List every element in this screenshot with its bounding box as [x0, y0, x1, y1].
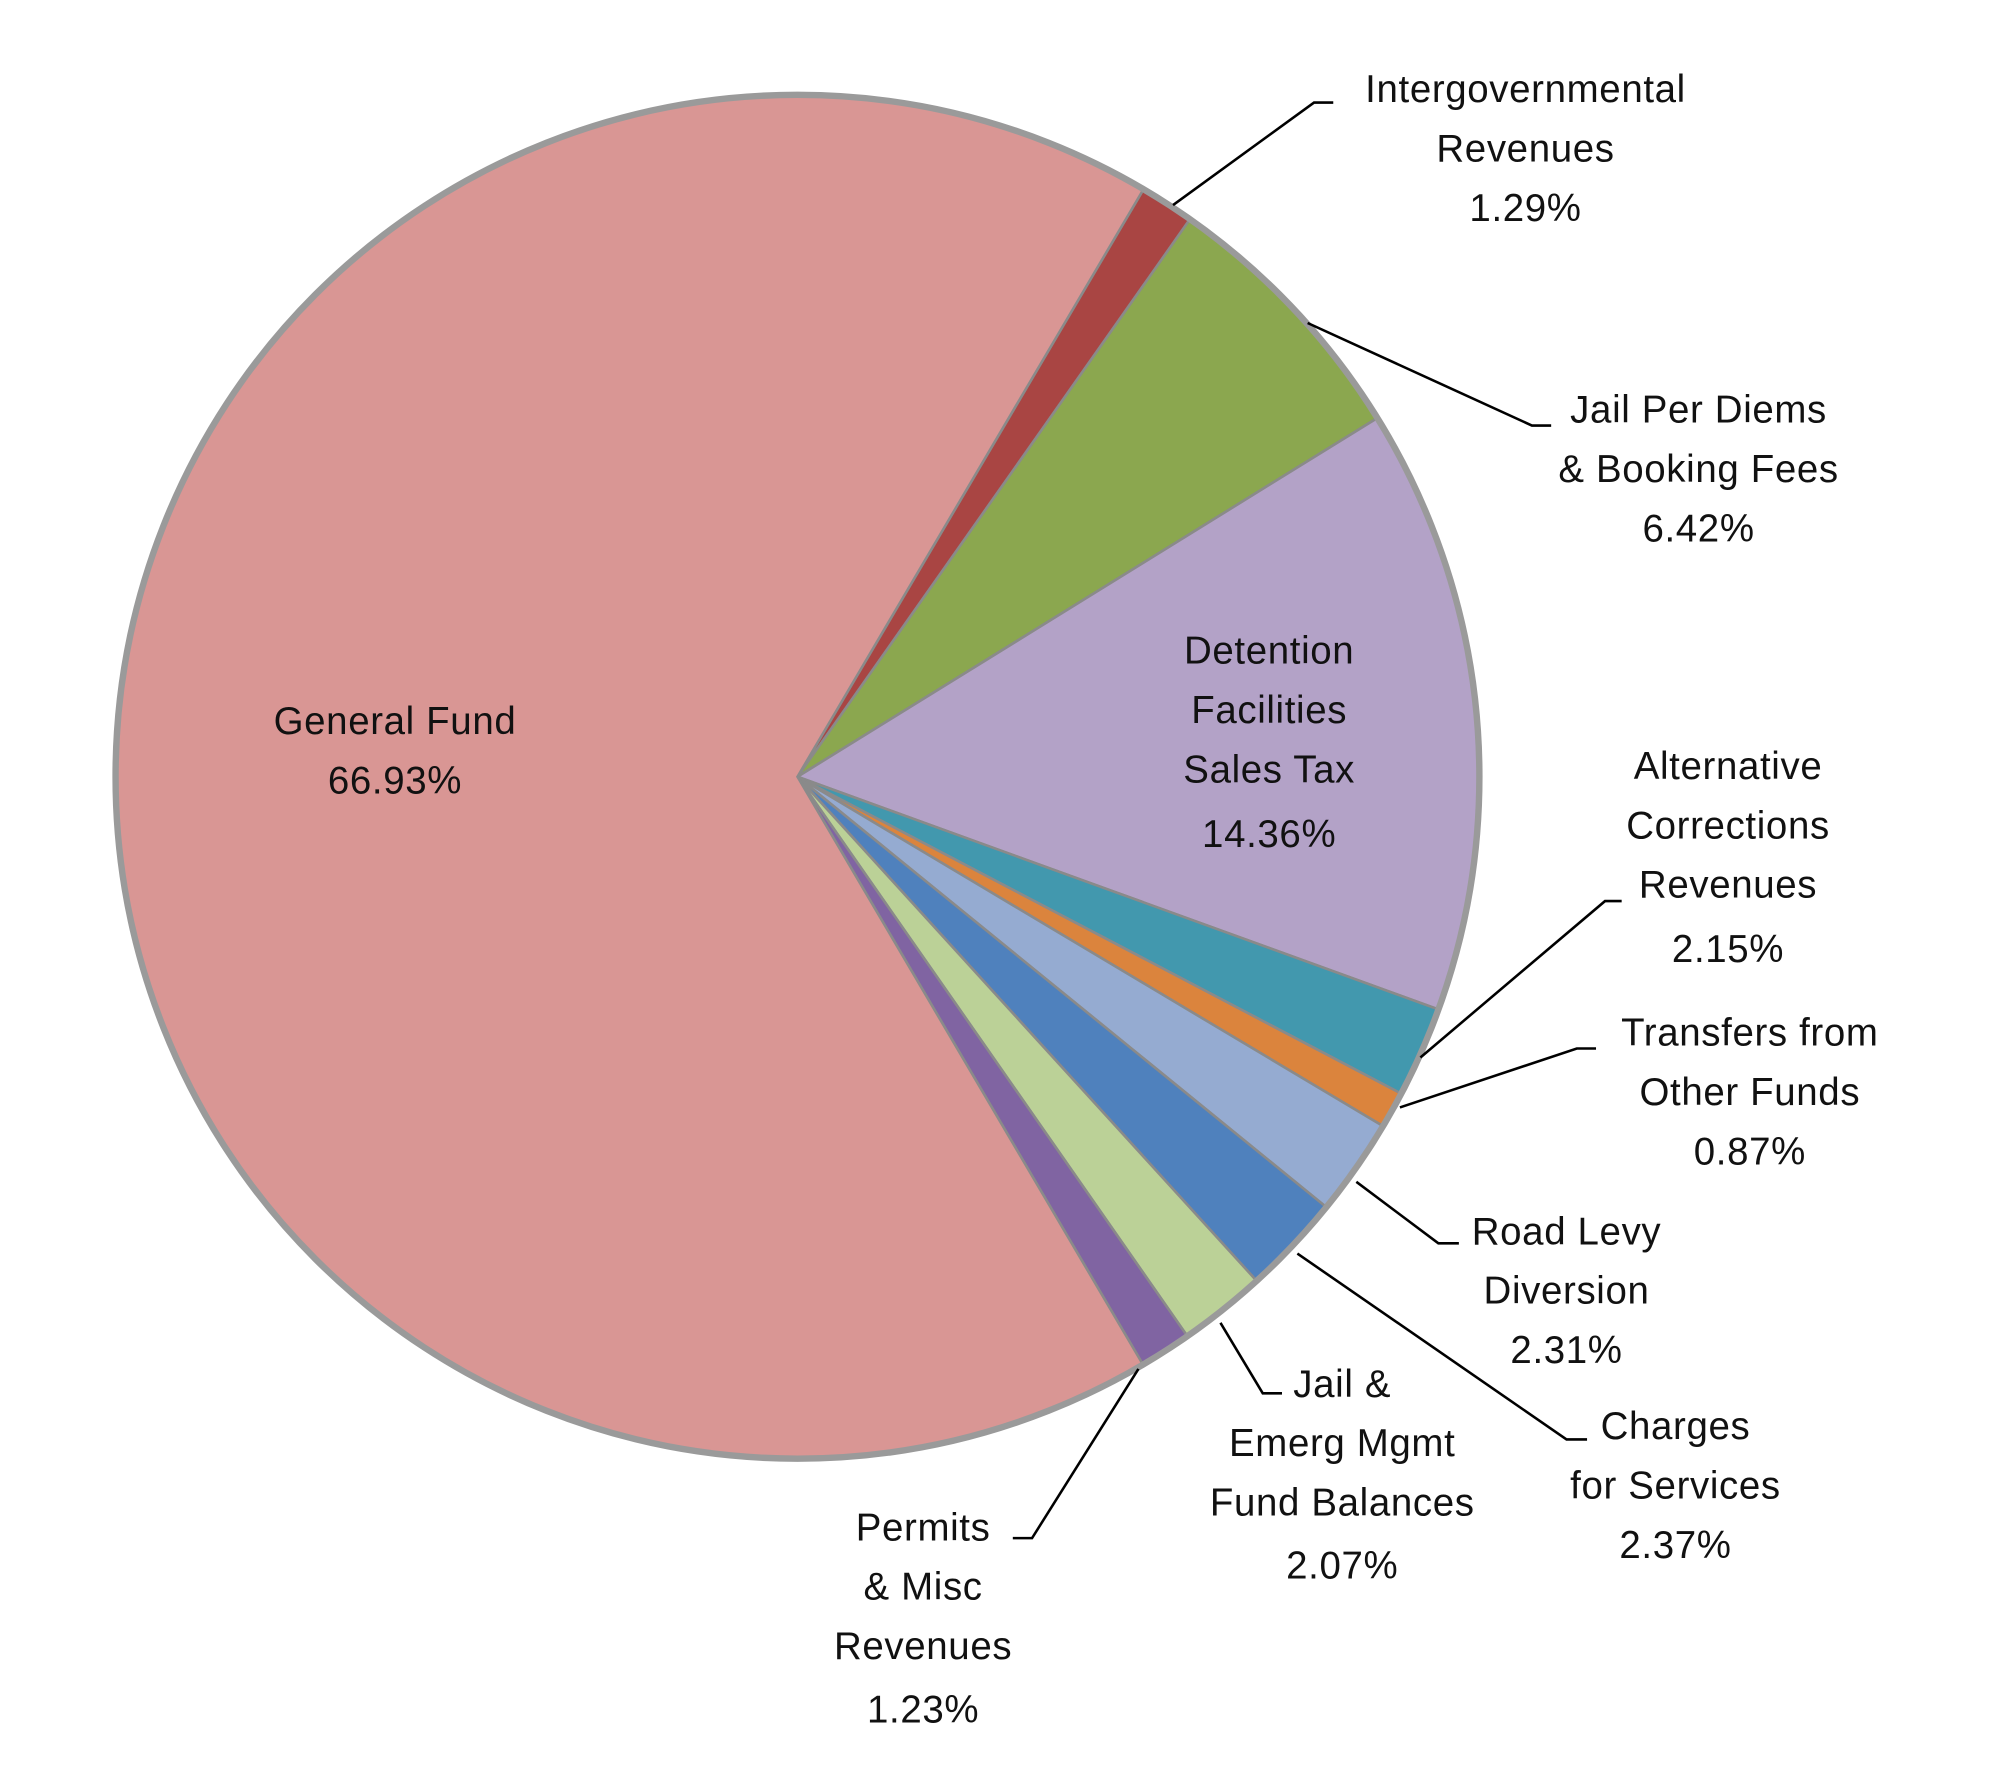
leader-line-jail-emerg-mgmt-fund-balances: [1219, 1322, 1282, 1395]
data-label-value: 14.36%: [1202, 813, 1336, 856]
leader-line-transfers-from-other-funds: [1399, 1047, 1597, 1109]
data-label-name: Revenues: [834, 1625, 1012, 1668]
data-label-name: Other Funds: [1639, 1071, 1860, 1114]
data-label-name: Alternative: [1634, 745, 1823, 788]
data-label-value: 2.31%: [1510, 1329, 1622, 1372]
data-label-name: Jail Per Diems: [1570, 389, 1827, 432]
data-label-value: 1.23%: [867, 1688, 979, 1731]
data-label-value: 2.15%: [1672, 928, 1784, 971]
leader-line-intergovernmental-revenues: [1172, 101, 1334, 207]
data-label-name: Permits: [856, 1506, 991, 1549]
data-label-value: 1.29%: [1469, 187, 1581, 230]
leader-line-jail-per-diems-booking-fees: [1307, 321, 1552, 427]
pie-border: [112, 91, 1483, 1462]
data-label-name: & Misc: [864, 1566, 983, 1609]
data-label-name: Detention: [1184, 630, 1354, 673]
data-label-name: Facilities: [1191, 689, 1347, 732]
data-label-name: Revenues: [1436, 128, 1614, 171]
data-label-name: & Booking Fees: [1558, 448, 1838, 491]
data-label-value: 2.37%: [1619, 1524, 1731, 1567]
leader-line-alternative-corrections-revenues: [1419, 899, 1622, 1059]
data-label-name: Sales Tax: [1183, 748, 1355, 791]
data-label-name: Revenues: [1639, 864, 1817, 907]
slice-labels: Intergovernmental Revenues 1.29% Jail Per D…: [274, 68, 1878, 1731]
data-label-name: Transfers from: [1621, 1012, 1878, 1055]
leader-line-road-levy-diversion: [1355, 1180, 1459, 1245]
data-label-name: General Fund: [274, 700, 517, 743]
data-label-name: Corrections: [1626, 804, 1830, 847]
data-label-value: 66.93%: [328, 759, 462, 802]
data-label-name: for Services: [1570, 1464, 1781, 1507]
data-label-name: Diversion: [1484, 1270, 1650, 1313]
data-label-name: Jail &: [1293, 1363, 1391, 1406]
data-label-value: 0.87%: [1694, 1130, 1806, 1173]
data-label-name: Charges: [1601, 1405, 1751, 1448]
leader-lines: [1012, 101, 1622, 1540]
leader-line-charges-for-services: [1296, 1252, 1588, 1441]
data-label-value: 6.42%: [1642, 507, 1754, 550]
data-label-name: Road Levy: [1472, 1210, 1662, 1253]
pie-slices: [114, 93, 1481, 1460]
data-label-name: Intergovernmental: [1365, 68, 1686, 111]
data-label-name: Fund Balances: [1210, 1482, 1475, 1525]
data-label-name: Emerg Mgmt: [1229, 1422, 1455, 1465]
leader-line-permits-misc-revenues: [1012, 1368, 1140, 1540]
data-label-value: 2.07%: [1286, 1545, 1398, 1588]
